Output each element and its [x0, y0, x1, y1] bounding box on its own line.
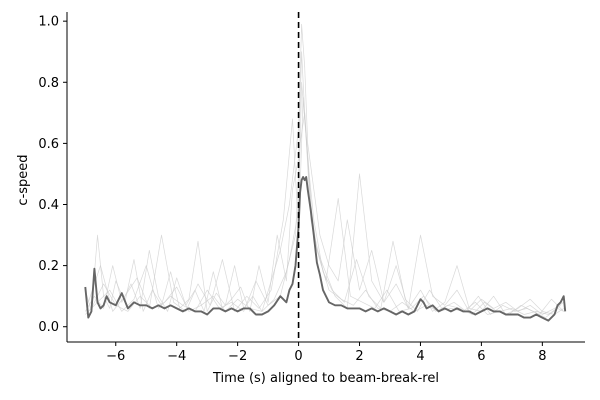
- x-tick-label: 6: [477, 349, 485, 364]
- y-tick-label: 0.4: [38, 198, 59, 213]
- x-tick-label: −2: [228, 349, 247, 364]
- trial-series-line-4: [85, 81, 564, 318]
- trial-series-line-2: [84, 51, 564, 315]
- y-axis-label: c-speed: [16, 154, 31, 205]
- y-axis-ticks: 0.0 0.2 0.4 0.6 0.8 1.0: [38, 15, 67, 335]
- y-tick-label: 1.0: [38, 15, 59, 30]
- y-tick-label: 0.2: [38, 259, 59, 274]
- x-tick-label: −6: [106, 349, 125, 364]
- x-axis-ticks: −6 −4 −2 0 2 4 6 8: [106, 342, 546, 364]
- trial-series-line-3: [87, 97, 564, 315]
- trial-series-line-5: [91, 112, 561, 315]
- y-tick-label: 0.6: [38, 137, 59, 152]
- trial-lines: [84, 23, 564, 318]
- x-tick-label: 4: [416, 349, 424, 364]
- x-axis-label: Time (s) aligned to beam-break-rel: [212, 371, 439, 386]
- mean-series-line: [84, 176, 567, 322]
- x-tick-label: 0: [294, 349, 302, 364]
- x-tick-label: 2: [355, 349, 363, 364]
- mean-line-layer: [84, 176, 567, 322]
- y-tick-label: 0.8: [38, 76, 59, 91]
- trial-series-line-1: [84, 23, 564, 315]
- x-tick-label: −4: [167, 349, 186, 364]
- y-tick-label: 0.0: [38, 320, 59, 335]
- x-tick-label: 8: [538, 349, 546, 364]
